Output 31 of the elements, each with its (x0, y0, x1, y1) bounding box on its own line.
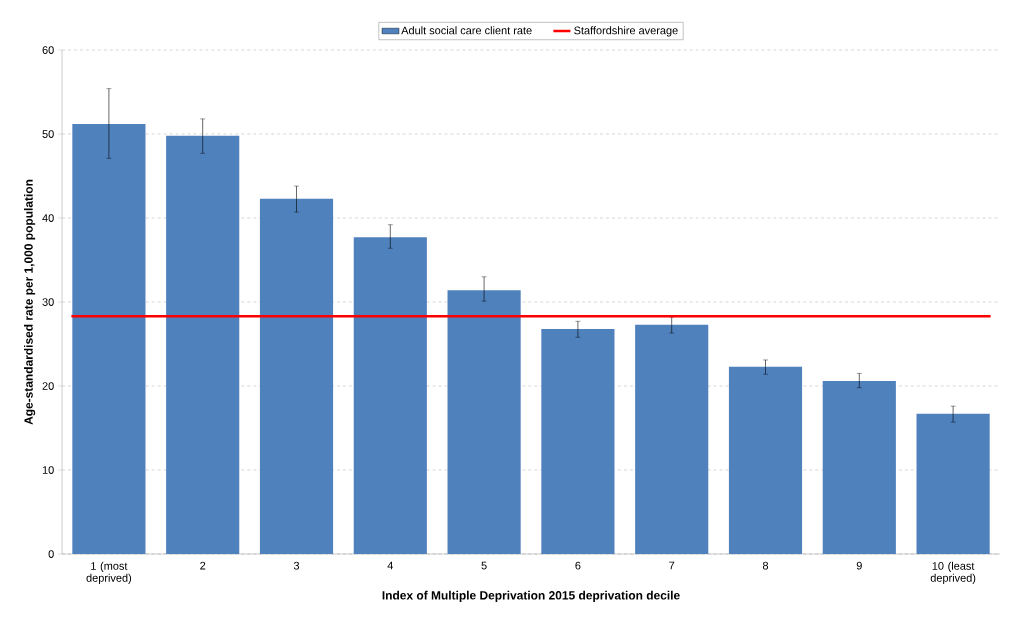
bar (635, 324, 709, 554)
bar (166, 135, 240, 554)
y-tick-label: 30 (42, 298, 54, 306)
x-tick-label: 10 (least deprived) (930, 561, 976, 584)
y-tick-label: 0 (48, 550, 54, 558)
bar (353, 237, 427, 554)
x-tick-label: 6 (575, 561, 581, 570)
x-tick-label: 1 (most deprived) (86, 561, 132, 584)
x-tick-label: 2 (200, 561, 206, 570)
bar (541, 328, 615, 554)
y-axis-title: Age-standardised rate per 1,000 population (24, 179, 36, 425)
legend-label: Staffordshire average (574, 26, 678, 37)
bar (259, 198, 334, 554)
x-axis-title: Index of Multiple Deprivation 2015 deprivation decile (382, 590, 680, 602)
y-tick-label: 20 (42, 382, 54, 390)
legend-label: Adult social care client rate (401, 26, 532, 35)
bar (72, 123, 146, 554)
x-tick-label: 8 (762, 561, 769, 570)
y-tick-label: 50 (42, 130, 54, 138)
bar (447, 290, 521, 554)
bar (916, 413, 990, 554)
y-tick-label: 10 (42, 466, 54, 474)
bar (822, 380, 896, 554)
x-tick-label: 7 (669, 561, 675, 570)
x-tick-label: 4 (387, 561, 394, 570)
y-tick-label: 40 (42, 214, 54, 222)
bar (728, 366, 803, 554)
y-tick-label: 60 (42, 46, 54, 54)
x-tick-label: 5 (481, 561, 487, 570)
x-tick-label: 3 (293, 561, 300, 570)
x-tick-label: 9 (856, 561, 862, 570)
